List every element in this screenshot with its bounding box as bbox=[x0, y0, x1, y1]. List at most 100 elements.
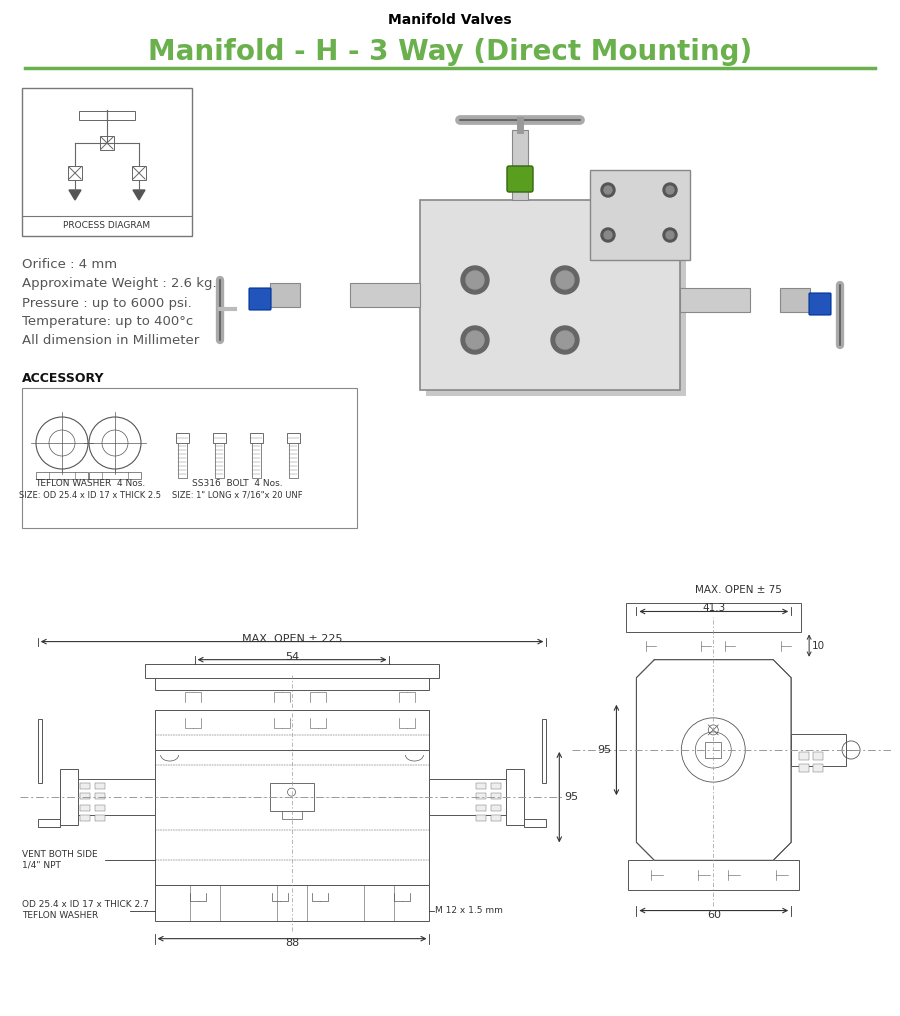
Bar bbox=[68, 166, 82, 180]
Text: 60: 60 bbox=[706, 909, 721, 919]
Text: OD 25.4 x ID 17 x THICK 2.7: OD 25.4 x ID 17 x THICK 2.7 bbox=[22, 900, 148, 909]
Bar bbox=[94, 783, 104, 789]
Bar bbox=[491, 815, 501, 821]
Text: SIZE: OD 25.4 x ID 17 x THICK 2.5: SIZE: OD 25.4 x ID 17 x THICK 2.5 bbox=[19, 491, 161, 500]
Bar bbox=[94, 815, 104, 821]
Bar bbox=[80, 815, 90, 821]
Polygon shape bbox=[636, 659, 791, 861]
Text: 54: 54 bbox=[285, 651, 299, 661]
Text: PROCESS DIAGRAM: PROCESS DIAGRAM bbox=[63, 221, 150, 231]
Circle shape bbox=[604, 186, 612, 194]
Bar bbox=[177, 443, 186, 478]
Bar bbox=[36, 472, 88, 479]
FancyBboxPatch shape bbox=[176, 433, 188, 443]
Text: TEFLON WASHER  4 Nos.: TEFLON WASHER 4 Nos. bbox=[35, 479, 145, 488]
Text: M 12 x 1.5 mm: M 12 x 1.5 mm bbox=[436, 906, 503, 915]
Bar bbox=[22, 88, 192, 236]
Bar bbox=[251, 443, 260, 478]
Bar bbox=[780, 288, 810, 312]
Circle shape bbox=[461, 326, 489, 354]
Bar bbox=[38, 819, 59, 827]
Polygon shape bbox=[69, 190, 81, 200]
Text: SS316  BOLT  4 Nos.: SS316 BOLT 4 Nos. bbox=[193, 479, 283, 488]
Text: MAX. OPEN ± 225: MAX. OPEN ± 225 bbox=[242, 634, 342, 643]
Bar bbox=[94, 805, 104, 811]
Bar bbox=[429, 779, 525, 815]
Bar bbox=[476, 815, 486, 821]
Circle shape bbox=[466, 331, 484, 350]
FancyBboxPatch shape bbox=[809, 293, 831, 315]
Text: All dimension in Millimeter: All dimension in Millimeter bbox=[22, 334, 199, 347]
Bar bbox=[79, 111, 135, 120]
Bar bbox=[59, 769, 77, 825]
FancyBboxPatch shape bbox=[212, 433, 226, 443]
Circle shape bbox=[556, 331, 574, 350]
Bar bbox=[512, 130, 528, 200]
Text: Approximate Weight : 2.6 kg.: Approximate Weight : 2.6 kg. bbox=[22, 277, 217, 291]
Text: Manifold - H - 3 Way (Direct Mounting): Manifold - H - 3 Way (Direct Mounting) bbox=[148, 38, 752, 66]
Bar bbox=[491, 805, 501, 811]
Text: 95: 95 bbox=[564, 792, 579, 803]
Circle shape bbox=[556, 271, 574, 289]
Circle shape bbox=[666, 186, 674, 194]
Bar bbox=[706, 742, 721, 758]
Bar bbox=[476, 793, 486, 800]
Bar bbox=[626, 604, 801, 632]
Bar bbox=[59, 779, 155, 815]
Bar bbox=[89, 472, 141, 479]
Bar bbox=[80, 793, 90, 800]
Bar bbox=[289, 443, 298, 478]
Bar bbox=[80, 805, 90, 811]
Bar bbox=[80, 783, 90, 789]
Bar bbox=[525, 819, 546, 827]
Circle shape bbox=[601, 183, 615, 197]
Circle shape bbox=[663, 183, 677, 197]
Text: 41.3: 41.3 bbox=[702, 604, 725, 614]
Bar bbox=[791, 734, 846, 766]
Bar bbox=[590, 170, 690, 260]
Text: MAX. OPEN ± 75: MAX. OPEN ± 75 bbox=[696, 585, 782, 595]
Circle shape bbox=[461, 266, 489, 294]
Bar bbox=[628, 861, 799, 890]
Bar bbox=[155, 710, 429, 750]
Bar bbox=[813, 752, 824, 760]
Text: Pressure : up to 6000 psi.: Pressure : up to 6000 psi. bbox=[22, 297, 192, 310]
Bar bbox=[799, 764, 809, 772]
Bar bbox=[132, 166, 146, 180]
Bar bbox=[155, 886, 429, 920]
Circle shape bbox=[601, 228, 615, 242]
Circle shape bbox=[604, 231, 612, 239]
Bar bbox=[38, 719, 41, 783]
Bar bbox=[476, 805, 486, 811]
Polygon shape bbox=[133, 190, 145, 200]
Bar bbox=[155, 710, 429, 886]
Bar bbox=[543, 719, 546, 783]
Bar bbox=[350, 283, 420, 307]
Text: Temperature: up to 400°c: Temperature: up to 400°c bbox=[22, 316, 194, 328]
Bar bbox=[799, 752, 809, 760]
Bar bbox=[507, 769, 525, 825]
FancyBboxPatch shape bbox=[420, 200, 680, 390]
Circle shape bbox=[551, 266, 579, 294]
Bar bbox=[22, 388, 357, 528]
Text: TEFLON WASHER: TEFLON WASHER bbox=[22, 911, 98, 920]
Text: Manifold Valves: Manifold Valves bbox=[388, 13, 512, 27]
Bar bbox=[491, 793, 501, 800]
FancyBboxPatch shape bbox=[507, 166, 533, 192]
Bar bbox=[270, 783, 313, 811]
FancyBboxPatch shape bbox=[286, 433, 300, 443]
Text: Orifice : 4 mm: Orifice : 4 mm bbox=[22, 258, 117, 271]
Bar bbox=[214, 443, 223, 478]
Bar bbox=[145, 663, 439, 678]
Circle shape bbox=[663, 228, 677, 242]
Bar bbox=[813, 764, 824, 772]
Bar bbox=[94, 793, 104, 800]
Bar bbox=[270, 283, 300, 307]
Text: 1/4" NPT: 1/4" NPT bbox=[22, 861, 60, 870]
Text: 88: 88 bbox=[285, 938, 299, 948]
Bar bbox=[680, 288, 750, 312]
Bar bbox=[282, 811, 302, 819]
Bar bbox=[155, 670, 429, 690]
Bar bbox=[476, 783, 486, 789]
Text: 95: 95 bbox=[598, 745, 611, 755]
